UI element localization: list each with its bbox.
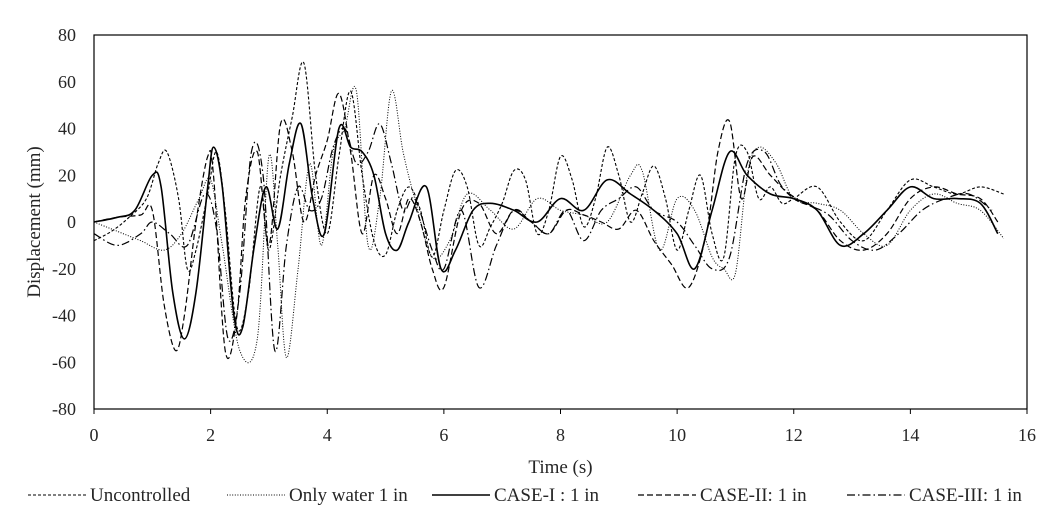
x-tick-label: 4 [323,425,332,445]
x-tick-label: 6 [439,425,448,445]
y-tick-label: -60 [52,352,76,372]
legend-label-3: CASE-I : 1 in [494,485,600,506]
series-line-5 [93,123,993,353]
legend-label-1: Uncontrolled [90,485,191,506]
legend-label-5: CASE-III: 1 in [909,485,1022,506]
x-tick-label: 10 [668,425,686,445]
y-tick-label: -80 [52,399,76,419]
series-line-4 [93,92,999,359]
x-axis-title: Time (s) [528,457,592,478]
y-tick-label: -20 [52,259,76,279]
x-tick-label: 2 [206,425,215,445]
series-line-3 [93,122,999,340]
x-tick-label: 8 [556,425,565,445]
series-line-1 [93,61,1004,332]
legend: Uncontrolled Only water 1 in CASE-I : 1 in… [28,485,1022,506]
x-axis-ticks: 0 2 4 6 8 10 12 14 16 [90,409,1036,445]
y-tick-label: 0 [67,212,76,232]
legend-label-4: CASE-II: 1 in [700,485,807,506]
y-tick-label: 20 [58,165,76,185]
y-tick-label: 80 [58,25,76,45]
series-layer [93,61,1005,364]
x-tick-label: 12 [785,425,803,445]
y-tick-label: 40 [58,119,76,139]
y-axis-title: Displacement (mm) [24,146,45,297]
y-axis-ticks: 80 60 40 20 0 -20 -40 -60 -80 [52,25,76,419]
x-tick-label: 0 [90,425,99,445]
x-tick-label: 16 [1018,425,1036,445]
x-tick-label: 14 [901,425,919,445]
y-tick-label: 60 [58,72,76,92]
legend-label-2: Only water 1 in [289,485,408,506]
y-tick-label: -40 [52,306,76,326]
